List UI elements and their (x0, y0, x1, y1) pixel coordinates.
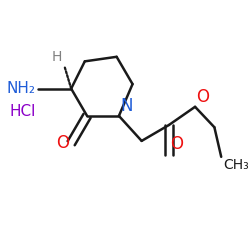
Text: CH₃: CH₃ (224, 158, 249, 172)
Text: NH₂: NH₂ (7, 81, 36, 96)
Text: O: O (170, 136, 183, 154)
Text: HCl: HCl (9, 104, 36, 119)
Text: H: H (52, 50, 62, 64)
Text: O: O (56, 134, 69, 152)
Text: O: O (196, 88, 209, 106)
Text: N: N (120, 97, 132, 115)
